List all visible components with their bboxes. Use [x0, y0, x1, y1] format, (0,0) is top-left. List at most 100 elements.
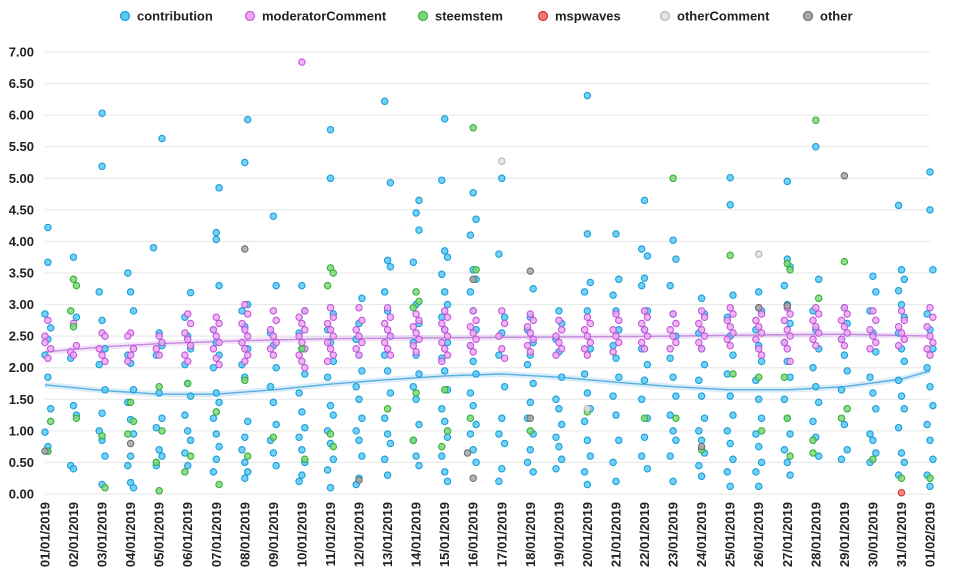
point-contribution — [155, 389, 163, 397]
point-moderatorComment — [783, 345, 792, 353]
point-contribution — [158, 452, 166, 460]
point-contribution — [637, 395, 646, 404]
point-otherComment — [498, 157, 506, 165]
point-contribution — [440, 115, 449, 123]
point-moderatorComment — [186, 319, 195, 328]
point-contribution — [472, 420, 480, 429]
point-contribution — [637, 245, 646, 253]
point-contribution — [326, 401, 335, 410]
point-moderatorComment — [472, 335, 480, 344]
point-other — [469, 275, 477, 284]
point-contribution — [124, 461, 132, 470]
point-moderatorComment — [243, 332, 252, 340]
point-contribution — [780, 446, 789, 454]
point-moderatorComment — [129, 345, 138, 353]
point-contribution — [669, 373, 677, 381]
point-moderatorComment — [466, 322, 475, 331]
point-contribution — [44, 258, 52, 267]
point-moderatorComment — [383, 303, 392, 312]
point-moderatorComment — [326, 326, 335, 334]
point-moderatorComment — [780, 338, 789, 347]
point-contribution — [723, 468, 732, 476]
point-moderatorComment — [609, 348, 617, 356]
point-contribution — [326, 483, 335, 492]
point-steemstem — [440, 386, 449, 394]
x-tick-label: 19/01/2019 — [551, 502, 566, 567]
point-moderatorComment — [241, 357, 249, 366]
point-mspwaves — [897, 488, 906, 497]
point-contribution — [149, 243, 158, 252]
point-contribution — [241, 474, 249, 482]
point-contribution — [272, 461, 280, 470]
point-moderatorComment — [386, 351, 395, 359]
point-contribution — [269, 212, 278, 220]
x-tick-label: 07/01/2019 — [209, 502, 224, 567]
point-contribution — [500, 439, 509, 448]
y-tick-label: 2.50 — [9, 329, 34, 344]
point-moderatorComment — [640, 345, 649, 353]
point-contribution — [726, 201, 734, 209]
point-contribution — [412, 452, 420, 460]
point-contribution — [669, 236, 677, 244]
point-contribution — [295, 477, 303, 486]
point-contribution — [812, 382, 820, 391]
point-contribution — [183, 427, 192, 435]
point-moderatorComment — [843, 310, 851, 318]
point-steemstem — [469, 124, 477, 132]
point-contribution — [640, 376, 649, 385]
point-contribution — [69, 464, 78, 473]
point-contribution — [697, 472, 706, 481]
legend-label-mspwaves: mspwaves — [555, 9, 621, 24]
point-moderatorComment — [383, 326, 392, 334]
point-moderatorComment — [212, 313, 221, 321]
point-moderatorComment — [215, 338, 223, 347]
y-tick-label: 1.50 — [9, 392, 34, 407]
point-contribution — [700, 414, 709, 422]
point-steemstem — [897, 474, 906, 482]
point-moderatorComment — [700, 313, 709, 321]
point-contribution — [754, 288, 763, 296]
point-contribution — [780, 281, 789, 290]
point-contribution — [837, 386, 846, 394]
point-moderatorComment — [183, 357, 192, 366]
point-contribution — [672, 255, 680, 263]
point-contribution — [158, 414, 166, 422]
point-other — [41, 447, 49, 455]
point-moderatorComment — [580, 326, 589, 334]
point-contribution — [897, 266, 906, 274]
point-contribution — [894, 376, 903, 385]
point-contribution — [869, 272, 877, 280]
point-moderatorComment — [409, 322, 418, 331]
point-contribution — [529, 468, 537, 476]
point-moderatorComment — [555, 338, 563, 347]
point-moderatorComment — [637, 319, 646, 328]
point-contribution — [866, 430, 874, 438]
point-steemstem — [780, 373, 789, 381]
point-moderatorComment — [272, 338, 280, 347]
point-contribution — [609, 291, 617, 299]
point-contribution — [412, 395, 420, 404]
point-contribution — [415, 461, 423, 470]
point-moderatorComment — [46, 345, 55, 353]
point-steemstem — [840, 257, 849, 266]
point-contribution — [897, 300, 906, 309]
y-tick-label: 7.00 — [9, 45, 34, 60]
point-moderatorComment — [900, 335, 909, 344]
point-contribution — [897, 449, 906, 457]
point-moderatorComment — [552, 351, 560, 359]
point-moderatorComment — [238, 338, 246, 347]
point-contribution — [757, 414, 766, 422]
point-contribution — [894, 423, 903, 432]
point-contribution — [212, 430, 221, 438]
point-contribution — [469, 357, 477, 366]
x-tick-label: 20/01/2019 — [580, 502, 595, 567]
point-contribution — [101, 452, 109, 460]
point-contribution — [612, 411, 620, 419]
point-contribution — [241, 433, 249, 441]
point-other — [526, 267, 535, 275]
point-contribution — [95, 288, 103, 296]
point-moderatorComment — [872, 338, 880, 347]
point-other — [126, 439, 135, 448]
point-moderatorComment — [615, 316, 623, 325]
